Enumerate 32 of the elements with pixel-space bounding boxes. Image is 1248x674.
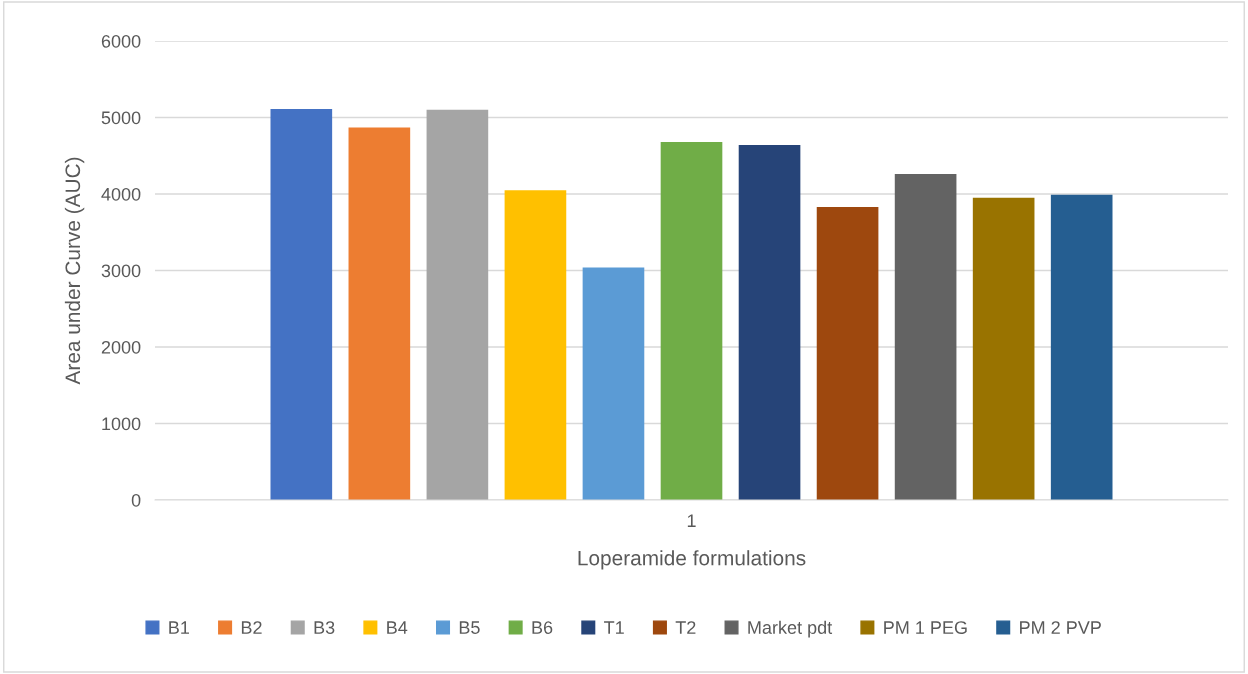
x-tick-label: 1 xyxy=(687,514,696,527)
bar xyxy=(660,141,723,500)
y-tick-label: 0 xyxy=(131,493,141,507)
y-tick-label: 3000 xyxy=(101,264,141,278)
legend-label: B4 xyxy=(387,621,408,634)
bar xyxy=(504,190,567,500)
legend-label: B5 xyxy=(459,621,480,634)
y-tick-label: 6000 xyxy=(101,34,141,48)
legend-label: PM 1 PEG xyxy=(884,621,967,634)
legend-label: PM 2 PVP xyxy=(1020,621,1101,634)
bar xyxy=(426,109,489,500)
y-tick-label: 1000 xyxy=(102,417,141,431)
legend-label: T1 xyxy=(604,621,624,634)
y-tick-label: 4000 xyxy=(101,187,141,201)
x-axis-title: Loperamide formulations xyxy=(578,550,806,570)
legend-label: B2 xyxy=(241,621,262,634)
bar xyxy=(348,127,411,500)
y-tick-label: 5000 xyxy=(101,111,141,125)
legend-label: T2 xyxy=(675,621,696,634)
y-axis-title: Area under Curve (AUC) xyxy=(64,157,85,385)
bar xyxy=(1050,194,1113,500)
bar xyxy=(270,109,333,500)
legend-label: B3 xyxy=(314,621,335,634)
bar xyxy=(816,207,879,500)
bar xyxy=(894,174,957,500)
bar xyxy=(738,145,801,500)
legend-label: B6 xyxy=(532,621,553,634)
y-tick-label: 2000 xyxy=(101,340,141,354)
legend-label: B1 xyxy=(169,621,190,634)
bar xyxy=(972,197,1035,500)
legend-label: Market pdt xyxy=(748,620,833,638)
bar xyxy=(582,267,645,500)
